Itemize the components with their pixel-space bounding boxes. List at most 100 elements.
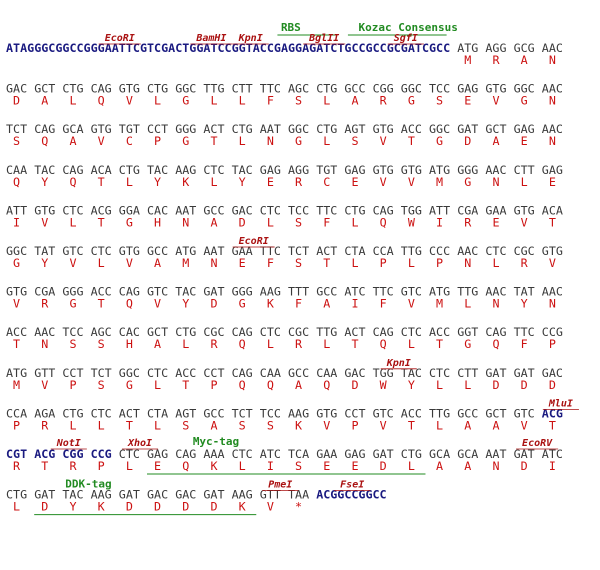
- amino-acid: T: [41, 459, 48, 473]
- amino-acid: E: [323, 459, 330, 473]
- codon: GAC: [147, 488, 168, 502]
- codon: TCC: [260, 406, 281, 420]
- codon: GAT: [373, 447, 394, 461]
- amino-acid: Y: [154, 175, 161, 189]
- amino-acid: V: [126, 94, 133, 108]
- amino-acid: N: [549, 134, 556, 148]
- amino-acid: F: [267, 256, 274, 270]
- amino-acid: T: [549, 418, 556, 432]
- codon: AAC: [542, 41, 563, 55]
- codon: TTG: [457, 285, 478, 299]
- amino-acid: N: [210, 256, 217, 270]
- amino-acid: D: [464, 134, 471, 148]
- codon: TTC: [316, 203, 337, 217]
- codon: CTG: [344, 203, 365, 217]
- codon: GAC: [232, 203, 253, 217]
- codon: ATG: [429, 285, 450, 299]
- amino-acid: V: [492, 94, 499, 108]
- codon: CTC: [485, 244, 506, 258]
- codon: GCG: [514, 41, 535, 55]
- codon: AAC: [542, 82, 563, 96]
- codon: TCC: [288, 203, 309, 217]
- codon: GCA: [62, 122, 83, 136]
- amino-acid: I: [436, 215, 443, 229]
- amino-acid: G: [464, 337, 471, 351]
- amino-acid: T: [408, 134, 415, 148]
- amino-acid: S: [295, 94, 302, 108]
- amino-acid: F: [267, 94, 274, 108]
- amino-acid: A: [464, 459, 471, 473]
- amino-acid: A: [210, 418, 217, 432]
- amino-acid: D: [182, 500, 189, 514]
- codon: CAG: [62, 163, 83, 177]
- amino-acid: L: [210, 94, 217, 108]
- enzyme-site: BamHI: [195, 33, 226, 44]
- codon: CGC: [288, 325, 309, 339]
- amino-acid: V: [408, 175, 415, 189]
- codon: CCT: [203, 366, 224, 380]
- codon: AGC: [288, 82, 309, 96]
- amino-acid: D: [351, 378, 358, 392]
- codon: AAC: [485, 285, 506, 299]
- codon: ACC: [429, 325, 450, 339]
- amino-acid: V: [69, 256, 76, 270]
- codon: TTC: [260, 82, 281, 96]
- amino-acid: A: [41, 94, 48, 108]
- amino-acid: L: [126, 175, 133, 189]
- codon: CCA: [373, 244, 394, 258]
- amino-acid: S: [182, 418, 189, 432]
- amino-acid: A: [521, 53, 528, 67]
- amino-acid: G: [464, 175, 471, 189]
- amino-acid: S: [267, 418, 274, 432]
- amino-acid: E: [549, 175, 556, 189]
- enzyme-site: KpnI: [238, 33, 263, 44]
- codon: CTC: [232, 447, 253, 461]
- codon: GCT: [485, 406, 506, 420]
- amino-acid: S: [295, 459, 302, 473]
- amino-acid: L: [239, 134, 246, 148]
- amino-acid: Y: [41, 175, 48, 189]
- codon: GTC: [373, 406, 394, 420]
- codon: TTC: [260, 244, 281, 258]
- amino-acid: V: [41, 215, 48, 229]
- amino-acid: L: [464, 378, 471, 392]
- amino-acid: Q: [13, 175, 20, 189]
- codon: ATG: [6, 366, 27, 380]
- amino-acid: S: [295, 215, 302, 229]
- codon: TAC: [232, 163, 253, 177]
- amino-acid: E: [464, 94, 471, 108]
- amino-acid: G: [521, 94, 528, 108]
- amino-acid: H: [154, 215, 161, 229]
- codon: GCC: [203, 406, 224, 420]
- codon: GCT: [485, 122, 506, 136]
- codon: GTG: [119, 82, 140, 96]
- codon: TTG: [316, 325, 337, 339]
- codon: AGT: [344, 122, 365, 136]
- amino-acid: Q: [323, 378, 330, 392]
- enzyme-site: KpnI: [386, 358, 411, 369]
- codon: TGT: [316, 163, 337, 177]
- amino-acid: R: [41, 418, 49, 432]
- codon: GAT: [119, 488, 140, 502]
- amino-acid: L: [351, 215, 358, 229]
- codon: CAG: [373, 325, 394, 339]
- amino-acid: F: [380, 297, 387, 311]
- amino-acid: I: [13, 215, 20, 229]
- enzyme-site: PmeI: [268, 480, 292, 491]
- amino-acid: S: [98, 337, 105, 351]
- amino-acid: E: [351, 459, 358, 473]
- amino-acid: V: [380, 175, 387, 189]
- amino-acid: A: [323, 297, 330, 311]
- amino-acid: V: [380, 134, 387, 148]
- codon: GGC: [175, 82, 196, 96]
- amino-acid: Q: [98, 94, 105, 108]
- amino-acid: M: [182, 256, 189, 270]
- amino-acid: E: [154, 459, 161, 473]
- codon: CTC: [91, 244, 112, 258]
- codon: GCC: [203, 203, 224, 217]
- codon: ACG: [542, 406, 563, 420]
- codon: CTC: [119, 447, 140, 461]
- codon: GCC: [457, 406, 478, 420]
- vector-sequence: ACGGCCGGCC: [316, 488, 386, 502]
